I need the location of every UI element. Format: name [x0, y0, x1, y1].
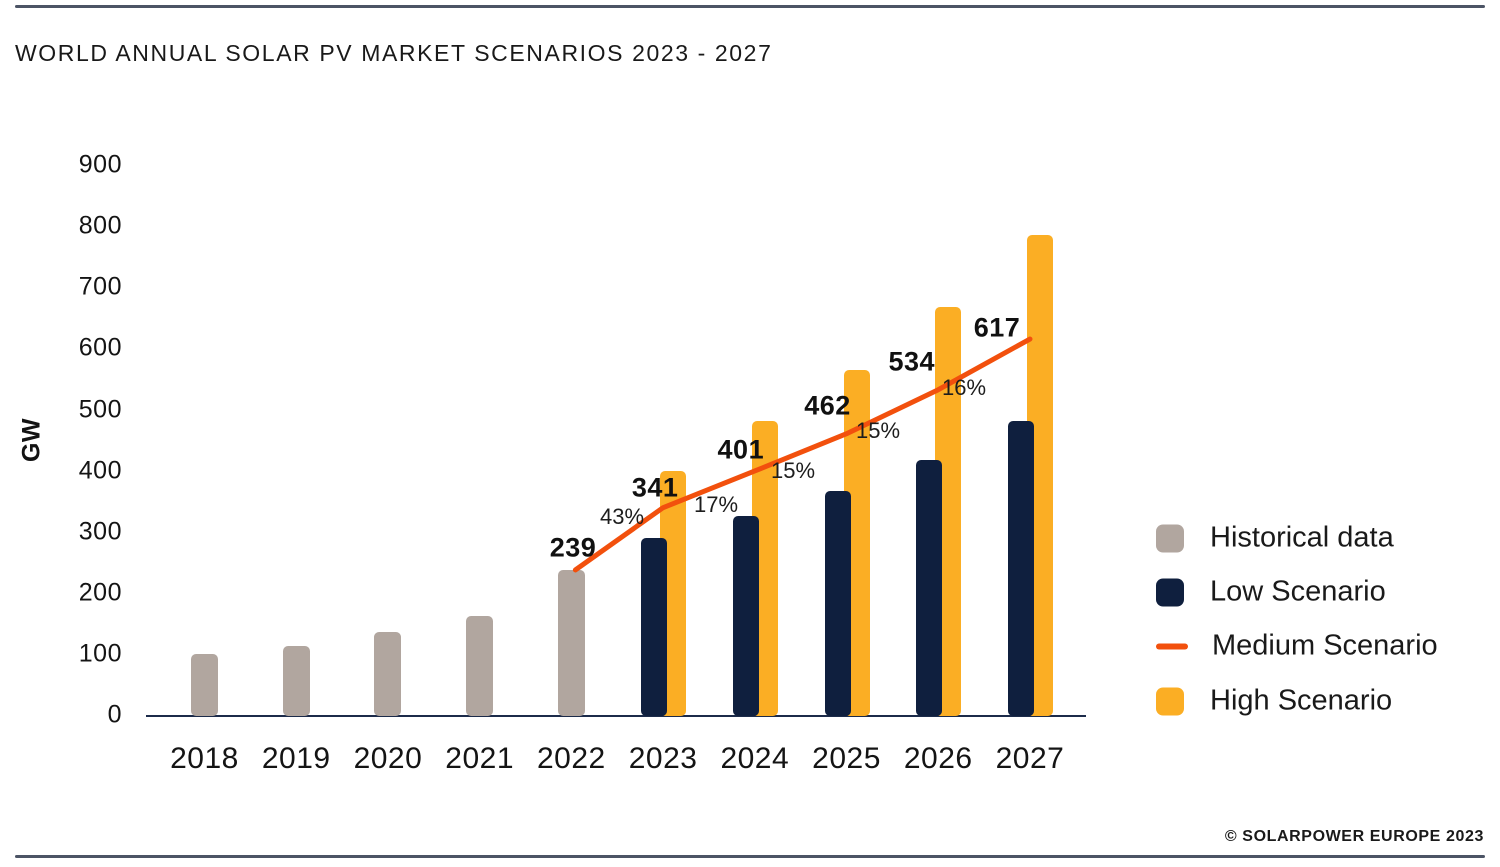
- y-axis-tick-label: 600: [78, 333, 122, 362]
- x-axis-tick-label: 2027: [995, 742, 1065, 775]
- bar-historical-2020: [374, 631, 402, 716]
- bar-low-scenario-2024: [732, 516, 759, 716]
- y-axis-tick-label: 900: [78, 150, 122, 179]
- growth-rate-label: 15%: [855, 418, 901, 443]
- bar-historical-2019: [282, 645, 310, 716]
- legend-square-marker: [1156, 687, 1184, 715]
- legend-label: Historical data: [1210, 521, 1394, 554]
- y-axis-tick-label: 100: [78, 639, 122, 668]
- legend-label: Low Scenario: [1210, 575, 1386, 608]
- chart-title: WORLD ANNUAL SOLAR PV MARKET SCENARIOS 2…: [15, 40, 773, 66]
- medium-value-label-2024: 401: [717, 434, 765, 465]
- legend-label: High Scenario: [1210, 684, 1393, 717]
- growth-rate-label: 15%: [770, 458, 816, 483]
- growth-rate-label: 17%: [693, 492, 739, 517]
- growth-rate-label: 43%: [599, 504, 645, 529]
- x-axis-tick-label: 2019: [261, 742, 331, 775]
- top-divider: [15, 5, 1485, 8]
- x-axis-tick-label: 2020: [353, 742, 423, 775]
- bar-historical-2018: [191, 653, 218, 716]
- x-axis-tick-label: 2023: [628, 742, 698, 775]
- x-axis-tick-label: 2024: [720, 742, 790, 775]
- bar-low-scenario-2026: [916, 459, 943, 716]
- legend-line-marker: [1156, 643, 1188, 649]
- medium-value-label-2025: 462: [804, 390, 851, 421]
- y-axis-tick-label: 300: [78, 517, 122, 546]
- medium-value-label-2022: 239: [549, 532, 597, 563]
- growth-rate-label: 16%: [941, 375, 987, 400]
- legend-label: Medium Scenario: [1212, 629, 1438, 662]
- y-axis-tick-label: 500: [78, 394, 122, 423]
- medium-value-label-2023: 341: [631, 472, 679, 503]
- y-axis-tick-label: 800: [78, 211, 122, 240]
- bar-low-scenario-2025: [824, 491, 851, 716]
- y-axis-tick-label: 700: [78, 272, 122, 301]
- bar-low-scenario-2023: [641, 537, 668, 716]
- x-axis-line: [146, 715, 1086, 717]
- legend-item-high-scenario: High Scenario: [1156, 685, 1392, 718]
- bar-historical-2021: [466, 615, 494, 716]
- medium-value-label-2027: 617: [973, 312, 1021, 343]
- bar-low-scenario-2027: [1007, 421, 1034, 716]
- x-axis-tick-label: 2026: [903, 742, 973, 775]
- legend-item-historical-data: Historical data: [1156, 522, 1394, 555]
- x-axis-tick-label: 2018: [170, 742, 239, 775]
- legend-square-marker: [1156, 524, 1184, 552]
- legend-item-medium-scenario: Medium Scenario: [1156, 630, 1438, 663]
- x-axis-tick-label: 2025: [812, 742, 881, 775]
- legend-item-low-scenario: Low Scenario: [1156, 576, 1386, 609]
- bottom-divider: [15, 855, 1485, 858]
- bar-historical-2022: [557, 569, 585, 716]
- copyright-credit: © SOLARPOWER EUROPE 2023: [1224, 828, 1484, 845]
- y-axis-tick-label: 200: [78, 578, 122, 607]
- x-axis-tick-label: 2022: [537, 742, 606, 775]
- legend-square-marker: [1156, 578, 1184, 606]
- y-axis-tick-label: 0: [107, 700, 122, 729]
- medium-value-label-2026: 534: [888, 346, 936, 377]
- x-axis-tick-label: 2021: [445, 742, 515, 775]
- y-axis-tick-label: 400: [78, 455, 122, 484]
